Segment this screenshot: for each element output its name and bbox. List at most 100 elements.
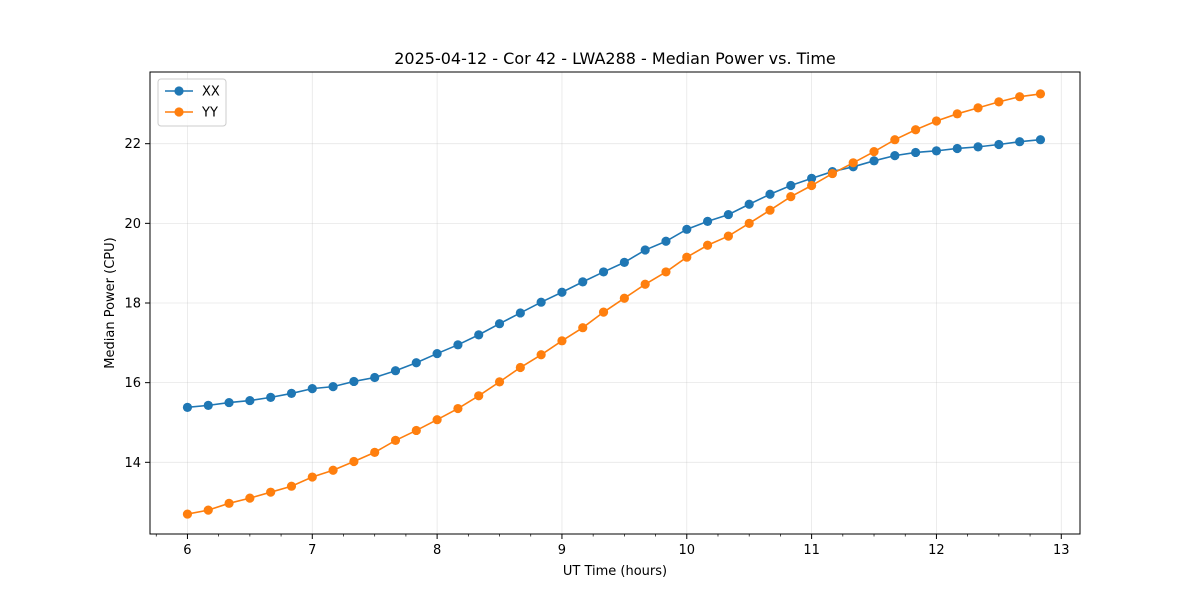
y-tick-label: 20 <box>124 217 141 232</box>
data-series <box>182 89 1046 519</box>
y-axis-title: Median Power (CPU) <box>103 237 118 368</box>
data-point-xx <box>515 308 525 318</box>
data-point-yy <box>890 135 900 145</box>
x-tick-label: 13 <box>1053 543 1070 558</box>
data-point-xx <box>474 330 484 340</box>
data-point-xx <box>973 142 983 152</box>
data-point-xx <box>390 366 401 376</box>
data-point-yy <box>557 336 567 346</box>
chart-title: 2025-04-12 - Cor 42 - LWA288 - Median Po… <box>394 49 836 68</box>
data-point-yy <box>911 125 921 135</box>
y-tick-label: 16 <box>124 376 141 391</box>
data-point-yy <box>349 456 359 467</box>
data-point-xx <box>182 402 193 412</box>
data-point-yy <box>682 252 692 262</box>
data-point-xx <box>931 146 942 156</box>
data-point-yy <box>723 231 733 241</box>
data-point-yy <box>848 158 858 168</box>
data-point-xx <box>911 147 921 158</box>
data-point-xx <box>598 267 609 277</box>
data-point-yy <box>765 205 775 215</box>
data-point-yy <box>640 279 650 289</box>
x-tick-label: 6 <box>183 543 191 558</box>
data-point-xx <box>765 189 775 199</box>
data-point-xx <box>1015 137 1025 147</box>
data-point-xx <box>744 199 754 209</box>
data-point-yy <box>598 307 609 317</box>
data-point-yy <box>536 350 546 360</box>
data-point-yy <box>661 267 671 277</box>
data-point-xx <box>307 384 317 394</box>
data-point-yy <box>869 147 879 157</box>
data-point-xx <box>723 209 733 220</box>
data-point-yy <box>1015 92 1025 102</box>
data-point-xx <box>432 348 442 359</box>
data-point-xx <box>1035 135 1046 145</box>
x-tick-label: 8 <box>433 543 441 558</box>
data-point-xx <box>869 156 879 166</box>
data-point-yy <box>245 493 255 503</box>
data-point-yy <box>328 465 338 475</box>
data-point-yy <box>931 116 942 126</box>
data-point-yy <box>994 97 1004 107</box>
data-point-xx <box>349 376 359 387</box>
data-point-yy <box>266 487 276 497</box>
x-axis-title: UT Time (hours) <box>563 564 667 579</box>
data-point-xx <box>578 277 588 287</box>
x-tick-label: 12 <box>928 543 945 558</box>
x-tick-label: 7 <box>308 543 316 558</box>
data-point-yy <box>474 391 484 401</box>
legend: XX YY <box>157 78 227 127</box>
data-point-yy <box>973 103 983 113</box>
data-point-yy <box>224 498 234 508</box>
data-point-yy <box>515 362 525 373</box>
data-point-yy <box>494 377 505 387</box>
data-point-xx <box>203 400 213 410</box>
data-point-xx <box>494 319 505 329</box>
data-point-xx <box>536 297 546 307</box>
x-tick-label: 10 <box>679 543 696 558</box>
data-point-yy <box>370 447 380 457</box>
data-point-xx <box>557 287 567 297</box>
data-point-yy <box>702 240 713 250</box>
data-point-yy <box>744 218 754 228</box>
grid-lines <box>150 72 1080 534</box>
data-point-xx <box>286 388 297 399</box>
data-point-xx <box>952 143 962 154</box>
data-point-xx <box>994 139 1004 150</box>
data-point-yy <box>286 481 297 491</box>
data-point-yy <box>786 192 796 202</box>
y-tick-label: 14 <box>124 456 141 471</box>
data-point-xx <box>702 216 713 226</box>
data-point-xx <box>807 173 817 183</box>
data-point-xx <box>328 382 338 392</box>
data-point-xx <box>224 397 234 408</box>
data-point-yy <box>390 435 401 446</box>
axis-ticks: 6 7 8 9 10 11 12 13 14 16 18 20 22 <box>124 137 1069 558</box>
data-point-yy <box>578 323 588 333</box>
legend-label-xx: XX <box>202 85 220 100</box>
data-point-xx <box>619 257 629 267</box>
data-point-yy <box>952 109 962 119</box>
legend-marker-yy <box>174 107 184 117</box>
x-tick-label: 9 <box>558 543 566 558</box>
data-point-yy <box>307 472 317 482</box>
data-point-xx <box>411 358 421 368</box>
data-point-yy <box>807 180 817 191</box>
data-point-yy <box>619 293 629 303</box>
data-point-xx <box>453 340 463 350</box>
series-yy <box>182 89 1046 519</box>
data-point-xx <box>266 392 276 402</box>
data-point-yy <box>182 509 193 519</box>
data-point-xx <box>786 180 796 191</box>
legend-marker-xx <box>174 86 184 96</box>
x-tick-label: 11 <box>803 543 820 558</box>
data-point-yy <box>203 505 213 515</box>
legend-label-yy: YY <box>201 106 218 121</box>
data-point-xx <box>890 151 900 161</box>
data-point-xx <box>661 236 671 246</box>
data-point-xx <box>682 224 692 234</box>
y-tick-label: 18 <box>124 297 141 312</box>
data-point-xx <box>245 395 255 406</box>
